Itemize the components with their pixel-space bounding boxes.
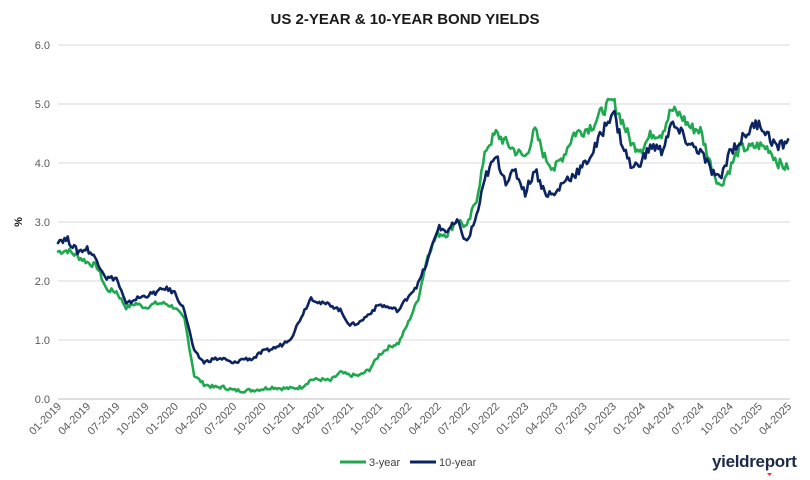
y-tick-label: 2.0 xyxy=(35,276,50,288)
series-line-3-year xyxy=(56,97,790,394)
y-tick-label: 6.0 xyxy=(35,40,50,52)
x-tick-label: 04-2025 xyxy=(757,401,794,438)
y-tick-labels: 0.0 1.0 2.0 3.0 4.0 5.0 6.0 xyxy=(35,40,50,406)
brand-wordmark: yieldreport xyxy=(712,452,797,471)
x-tick-labels: 01-201904-201907-201910-201901-202004-20… xyxy=(27,401,794,438)
series-lines xyxy=(56,97,790,394)
series-line-10-year xyxy=(56,109,790,365)
y-axis-label: % xyxy=(13,217,25,227)
y-tick-label: 3.0 xyxy=(35,217,50,229)
y-tick-label: 4.0 xyxy=(35,158,50,170)
chart-title: US 2-YEAR & 10-YEAR BOND YIELDS xyxy=(271,11,540,28)
y-tick-label: 5.0 xyxy=(35,99,50,111)
legend-label: 10-year xyxy=(439,457,477,469)
yieldreport-logo: yieldreport xyxy=(712,452,797,476)
legend-label: 3-year xyxy=(369,457,401,469)
gridlines xyxy=(58,44,790,400)
brand-accent-mark xyxy=(767,473,772,476)
y-tick-label: 1.0 xyxy=(35,335,50,347)
legend: 3-year 10-year xyxy=(340,457,477,469)
y-tick-label: 0.0 xyxy=(35,394,50,406)
